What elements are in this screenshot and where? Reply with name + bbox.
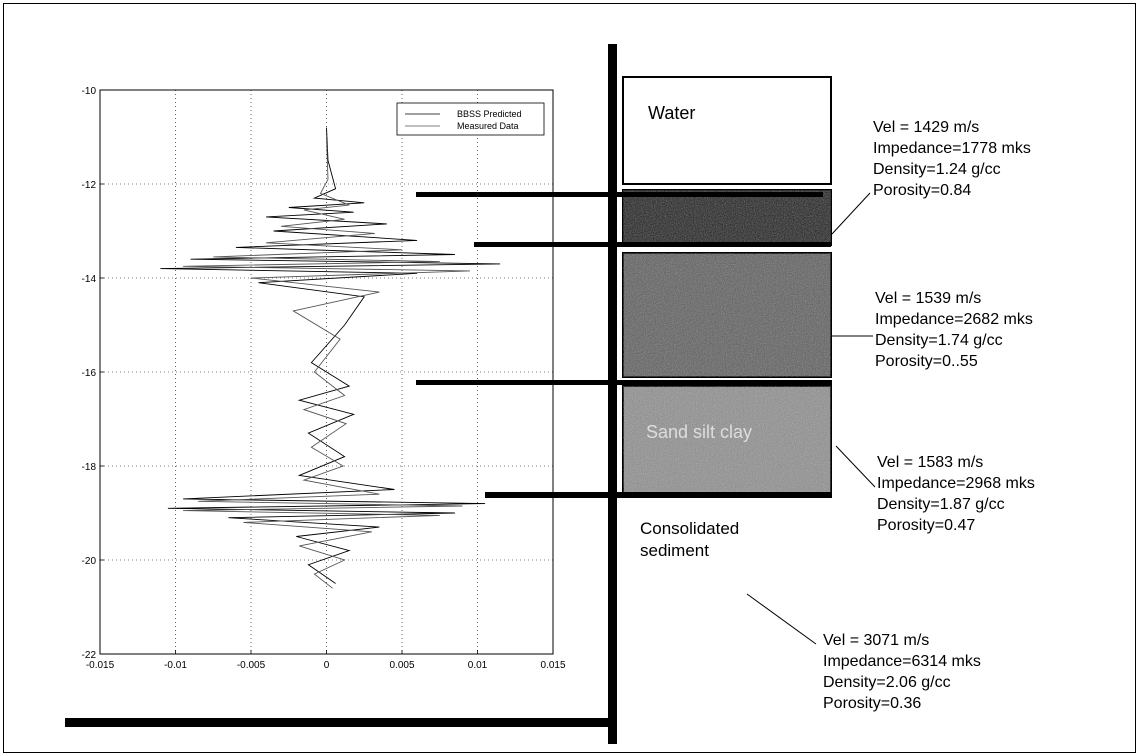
interface-line-4	[485, 492, 832, 498]
interface-line-2	[474, 242, 831, 247]
y-tick-label: -10	[82, 86, 97, 97]
figure-frame	[3, 3, 1136, 753]
series-group	[160, 127, 501, 589]
annotation-line: Impedance=2682 mks	[875, 311, 1033, 328]
interface-line-3	[416, 380, 832, 385]
x-tick-label: 0	[324, 660, 330, 671]
annotation-water: Vel = 1429 m/s Impedance=1778 mks Densit…	[873, 117, 1031, 201]
legend-box	[396, 102, 545, 136]
annotation-line: Porosity=0.84	[873, 182, 972, 199]
annotation-consolidated: Vel = 3071 m/s Impedance=6314 mks Densit…	[823, 630, 981, 714]
y-tick-label: -16	[82, 368, 97, 379]
annotation-line: Density=1.87 g/cc	[877, 496, 1005, 513]
layer-dark-texture	[623, 190, 831, 245]
depth-profile-plot: -0.015 -0.01 -0.005 0 0.005 0.01 0.015 -10-12-…	[82, 86, 566, 671]
y-tick-label: -12	[82, 180, 97, 191]
annotation-line: Porosity=0.36	[823, 695, 922, 712]
x-axis-ticks: -0.015 -0.01 -0.005 0 0.005 0.01 0.015	[86, 650, 566, 671]
x-tick-label: -0.01	[164, 660, 187, 671]
annotation-layer-2: Vel = 1539 m/s Impedance=2682 mks Densit…	[875, 288, 1033, 372]
annotation-line: Density=1.74 g/cc	[875, 332, 1003, 349]
y-tick-label: -18	[82, 462, 97, 473]
legend: BBSS Predicted Measured Data	[396, 102, 545, 136]
y-axis-ticks: -10 -12 -14 -16 -18 -20 -22	[82, 86, 104, 661]
x-tick-label: 0.01	[468, 660, 488, 671]
annotation-line: Impedance=6314 mks	[823, 653, 981, 670]
annotation-line: Vel = 1583 m/s	[877, 454, 984, 471]
sediment-column: Water Sand silt clay	[622, 76, 832, 498]
series-line-measured-data	[183, 136, 471, 589]
leader-line-4	[746, 593, 817, 645]
legend-label-bbss: BBSS Predicted	[457, 109, 522, 119]
annotation-line: Density=2.06 g/cc	[823, 674, 951, 691]
annotation-line: Vel = 1539 m/s	[875, 290, 982, 307]
leader-line-1	[831, 192, 871, 235]
layer-mid-texture	[623, 253, 831, 377]
layer-label-sand-silt-clay: Sand silt clay	[646, 422, 752, 442]
y-tick-label: -22	[82, 650, 97, 661]
consolidated-sediment-label: Consolidated sediment	[640, 518, 739, 562]
annotation-line: Porosity=0..55	[875, 353, 978, 370]
annotation-line: Porosity=0.47	[877, 517, 976, 534]
consolidated-label-line-1: Consolidated	[640, 519, 740, 538]
y-tick-label: -14	[82, 274, 97, 285]
x-tick-label: -0.015	[86, 660, 115, 671]
series-line-bbss-predicted	[160, 127, 501, 584]
legend-label-measured: Measured Data	[457, 121, 519, 131]
x-tick-label: -0.005	[237, 660, 266, 671]
layer-water	[622, 76, 832, 185]
annotation-line: Vel = 3071 m/s	[823, 632, 930, 649]
horizontal-base-bar	[65, 718, 617, 727]
x-tick-label: 0.005	[389, 660, 414, 671]
annotation-line: Density=1.24 g/cc	[873, 161, 1001, 178]
layer-label-water: Water	[648, 103, 695, 123]
interface-line-1	[416, 192, 823, 197]
annotation-line: Impedance=1778 mks	[873, 140, 1031, 157]
y-tick-label: -20	[82, 556, 97, 567]
layer-sand-texture	[623, 386, 831, 497]
annotation-line: Vel = 1429 m/s	[873, 119, 980, 136]
annotation-line: Impedance=2968 mks	[877, 475, 1035, 492]
leader-line-3	[835, 445, 876, 488]
annotation-layer-3: Vel = 1583 m/s Impedance=2968 mks Densit…	[877, 452, 1035, 536]
vertical-depth-bar	[608, 44, 617, 744]
x-tick-label: 0.015	[540, 660, 565, 671]
consolidated-label-line-2: sediment	[640, 541, 709, 560]
